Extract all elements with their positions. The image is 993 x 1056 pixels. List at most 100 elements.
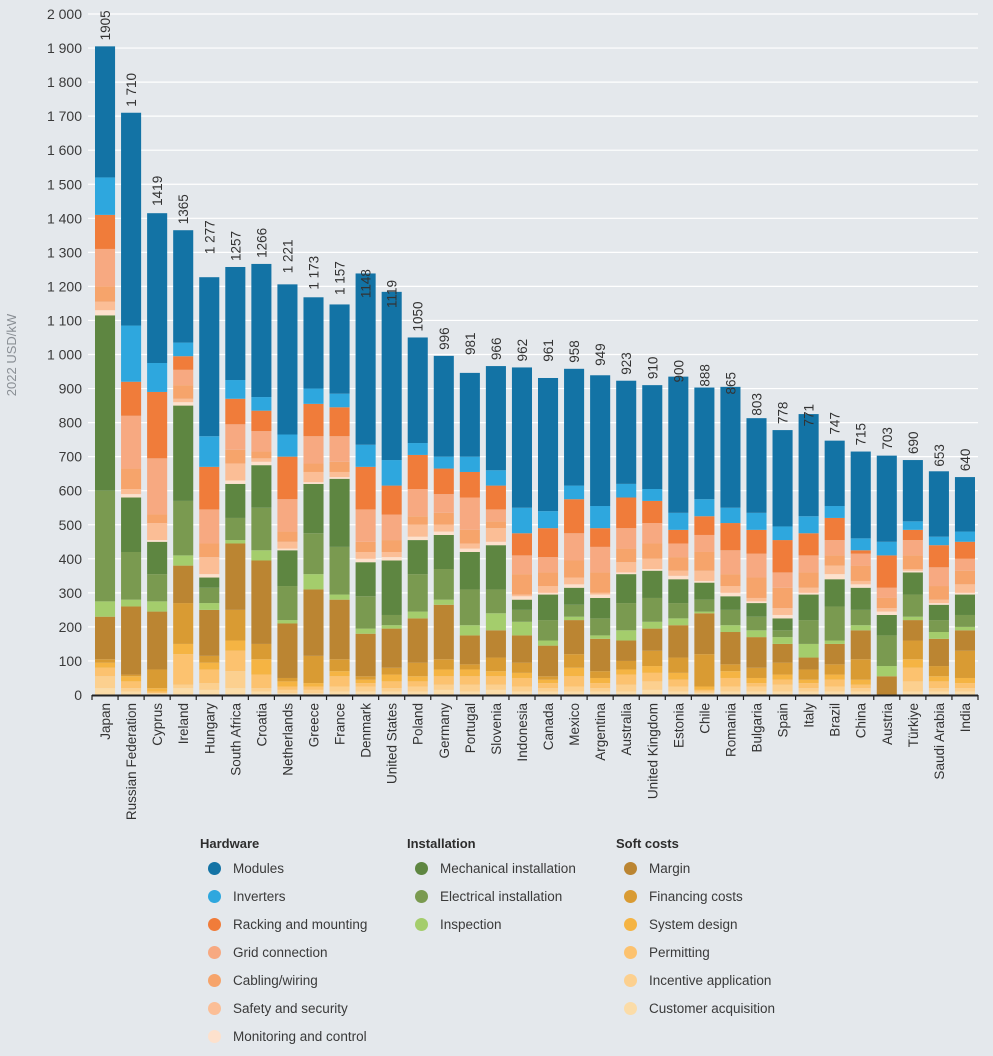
bar-segment-monitoring-and-control bbox=[537, 592, 559, 595]
bar-segment-racking-and-mounting bbox=[616, 497, 637, 529]
legend-label: Inverters bbox=[233, 888, 286, 904]
bar-united-kingdom bbox=[642, 385, 663, 695]
bar-segment-incentive-application bbox=[329, 686, 350, 692]
bar-segment-grid-connection bbox=[824, 540, 845, 556]
bar-segment-racking-and-mounting bbox=[355, 466, 376, 510]
bar-segment-incentive-application bbox=[746, 686, 767, 692]
bar-segment-margin bbox=[590, 638, 611, 672]
x-tick-label: Spain bbox=[776, 703, 791, 738]
bar-segment-customer-acquisition bbox=[564, 691, 585, 695]
bar-segment-safety-and-security bbox=[459, 543, 480, 549]
legend-swatch-icon bbox=[624, 889, 637, 903]
bar-segment-inverters bbox=[590, 506, 611, 529]
bar-segment-permitting bbox=[798, 683, 819, 689]
bar-brazil bbox=[824, 440, 845, 695]
total-label: 961 bbox=[541, 339, 556, 362]
bar-segment-monitoring-and-control bbox=[147, 540, 168, 542]
bar-bulgaria bbox=[746, 418, 767, 695]
x-tick-label: Austria bbox=[880, 703, 895, 746]
bar-segment-safety-and-security bbox=[381, 551, 402, 558]
bar-segment-racking-and-mounting bbox=[459, 471, 480, 498]
bar-segment-grid-connection bbox=[928, 567, 949, 587]
bar-segment-permitting bbox=[590, 683, 611, 689]
bar-segment-system-design bbox=[616, 669, 637, 675]
bar-segment-monitoring-and-control bbox=[824, 574, 845, 580]
bar-segment-inverters bbox=[225, 380, 246, 399]
y-tick-label: 1 300 bbox=[47, 244, 82, 260]
bar-segment-incentive-application bbox=[355, 686, 376, 692]
bar-segment-inverters bbox=[303, 388, 324, 404]
legend-group-installation: Installation Mechanical installation Elec… bbox=[407, 834, 576, 938]
bar-segment-grid-connection bbox=[954, 558, 976, 571]
bar-segment-cabling-wiring bbox=[199, 543, 220, 558]
bar-segment-cabling-wiring bbox=[954, 570, 976, 585]
legend-swatch-icon bbox=[208, 861, 221, 875]
bar-segment-financing-costs bbox=[225, 609, 246, 641]
bar-segment-grid-connection bbox=[511, 555, 533, 575]
legend-label: Customer acquisition bbox=[649, 1000, 776, 1016]
total-label: 715 bbox=[854, 423, 869, 446]
bar-segment-racking-and-mounting bbox=[303, 403, 324, 437]
bar-segment-mechanical-installation bbox=[147, 541, 168, 575]
bar-segment-mechanical-installation bbox=[355, 562, 376, 597]
bar-segment-inspection bbox=[94, 601, 116, 617]
bar-segment-modules bbox=[850, 451, 871, 539]
bar-germany bbox=[433, 355, 454, 695]
bar-segment-margin bbox=[329, 599, 350, 660]
bar-segment-grid-connection bbox=[433, 494, 454, 513]
y-tick-label: 600 bbox=[59, 483, 83, 499]
bar-segment-mechanical-installation bbox=[121, 497, 142, 552]
bar-segment-grid-connection bbox=[746, 553, 767, 578]
legend-label: Permitting bbox=[649, 944, 710, 960]
bar-segment-monitoring-and-control bbox=[355, 558, 376, 563]
bar-segment-grid-connection bbox=[772, 572, 793, 588]
bar-segment-margin bbox=[928, 638, 949, 667]
bar-segment-mechanical-installation bbox=[772, 618, 793, 631]
legend-label: Margin bbox=[649, 860, 691, 876]
bar-segment-mechanical-installation bbox=[537, 594, 559, 621]
bar-segment-inverters bbox=[407, 443, 428, 455]
bar-segment-modules bbox=[251, 263, 272, 398]
x-tick-label: Greece bbox=[307, 703, 322, 747]
bar-segment-customer-acquisition bbox=[355, 691, 376, 695]
bar-segment-customer-acquisition bbox=[928, 691, 949, 695]
bar-segment-mechanical-installation bbox=[277, 550, 298, 587]
bar-segment-grid-connection bbox=[225, 424, 246, 450]
bar-segment-inspection bbox=[954, 626, 976, 631]
bar-segment-incentive-application bbox=[277, 689, 298, 694]
bar-segment-monitoring-and-control bbox=[173, 402, 194, 406]
bar-segment-cabling-wiring bbox=[564, 560, 585, 578]
bar-segment-margin bbox=[433, 604, 454, 660]
bar-segment-inverters bbox=[694, 499, 715, 517]
y-tick-label: 900 bbox=[59, 381, 83, 397]
bar-segment-modules bbox=[772, 430, 793, 527]
bar-segment-customer-acquisition bbox=[147, 693, 168, 695]
legend-item-mechanical-installation: Mechanical installation bbox=[407, 854, 576, 882]
bar-segment-racking-and-mounting bbox=[511, 533, 533, 556]
legend-label: Modules bbox=[233, 860, 285, 876]
bar-segment-grid-connection bbox=[485, 509, 506, 522]
bar-segment-financing-costs bbox=[824, 664, 845, 675]
bar-segment-inverters bbox=[564, 485, 585, 500]
bar-segment-electrical-installation bbox=[590, 618, 611, 636]
bar-segment-modules bbox=[433, 355, 454, 457]
x-tick-label: Australia bbox=[619, 703, 634, 756]
bar-segment-inspection bbox=[928, 632, 949, 639]
bar-segment-safety-and-security bbox=[564, 577, 585, 585]
bar-segment-margin bbox=[616, 640, 637, 661]
bar-segment-system-design bbox=[147, 688, 168, 692]
bar-segment-margin bbox=[668, 625, 689, 658]
bar-segment-financing-costs bbox=[407, 662, 428, 677]
bar-segment-financing-costs bbox=[355, 676, 376, 680]
bar-segment-grid-connection bbox=[407, 488, 428, 517]
bar-segment-electrical-installation bbox=[537, 620, 559, 641]
bar-segment-monitoring-and-control bbox=[329, 477, 350, 479]
y-tick-label: 1 600 bbox=[47, 142, 82, 158]
bar-segment-modules bbox=[173, 230, 194, 343]
bar-segment-incentive-application bbox=[564, 686, 585, 692]
bar-segment-monitoring-and-control bbox=[798, 592, 819, 595]
bar-segment-incentive-application bbox=[511, 686, 533, 692]
bar-segment-monitoring-and-control bbox=[694, 580, 715, 583]
bar-segment-mechanical-installation bbox=[746, 603, 767, 617]
bar-segment-customer-acquisition bbox=[485, 689, 506, 695]
